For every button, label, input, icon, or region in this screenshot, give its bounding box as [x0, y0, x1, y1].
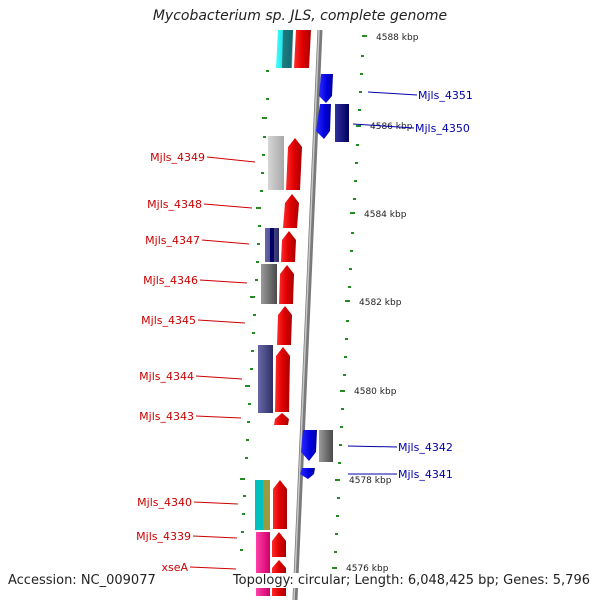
gene-Mjls_4343 — [274, 413, 289, 425]
scale-label: 4584 kbp — [364, 210, 407, 220]
gene-label: Mjls_4348 — [147, 198, 202, 211]
gene-label: Mjls_4345 — [141, 314, 196, 327]
gene-label: Mjls_4344 — [139, 370, 194, 383]
left-leader-lines — [189, 156, 256, 570]
gene-feature — [268, 136, 284, 190]
gene-label: Mjls_4349 — [150, 151, 205, 164]
gene-label: Mjls_4342 — [398, 441, 453, 454]
right-tick-track — [332, 35, 367, 569]
accession-label: Accession: NC_009077 — [8, 573, 156, 588]
gene-feature — [255, 480, 270, 530]
gene-feature — [276, 30, 311, 68]
gene-label: Mjls_4340 — [137, 496, 192, 509]
genome-summary: Topology: circular; Length: 6,048,425 bp… — [232, 573, 590, 588]
scale-label: 4578 kbp — [349, 476, 392, 486]
gene-Mjls_4346 — [279, 265, 294, 304]
gene-label: Mjls_4350 — [415, 122, 470, 135]
genome-backbone — [292, 29, 323, 600]
gene-Mjls_4339 — [272, 532, 286, 557]
gene-label: Mjls_4351 — [418, 89, 473, 102]
gene-Mjls_4340 — [273, 480, 287, 529]
gene-Mjls_4349 — [286, 138, 302, 190]
gene-label: Mjls_4346 — [143, 274, 198, 287]
gene-Mjls_4347 — [281, 231, 296, 262]
gene-Mjls_4342 — [301, 430, 333, 462]
genome-title: Mycobacterium sp. JLS, complete genome — [152, 8, 448, 24]
scale-label: 4582 kbp — [359, 298, 402, 308]
gene-feature — [261, 264, 277, 304]
gene-Mjls_4348 — [283, 194, 299, 228]
gene-Mjls_4350 — [316, 104, 349, 142]
gene-feature — [258, 345, 273, 413]
gene-label: xseA — [161, 561, 188, 574]
gene-Mjls_4344 — [275, 347, 290, 412]
gene-label: Mjls_4339 — [136, 530, 191, 543]
gene-label: Mjls_4341 — [398, 468, 453, 481]
scale-label: 4588 kbp — [376, 33, 419, 43]
gene-Mjls_4351 — [319, 74, 333, 103]
scale-label: 4580 kbp — [354, 387, 397, 397]
scale-label: 4576 kbp — [346, 564, 389, 574]
right-leader-lines — [347, 91, 418, 475]
gene-Mjls_4345 — [277, 306, 292, 345]
gene-Mjls_4341 — [300, 468, 315, 479]
gene-feature — [265, 228, 279, 262]
left-tick-track — [240, 70, 269, 551]
gene-label: Mjls_4343 — [139, 410, 194, 423]
gene-label: Mjls_4347 — [145, 234, 200, 247]
